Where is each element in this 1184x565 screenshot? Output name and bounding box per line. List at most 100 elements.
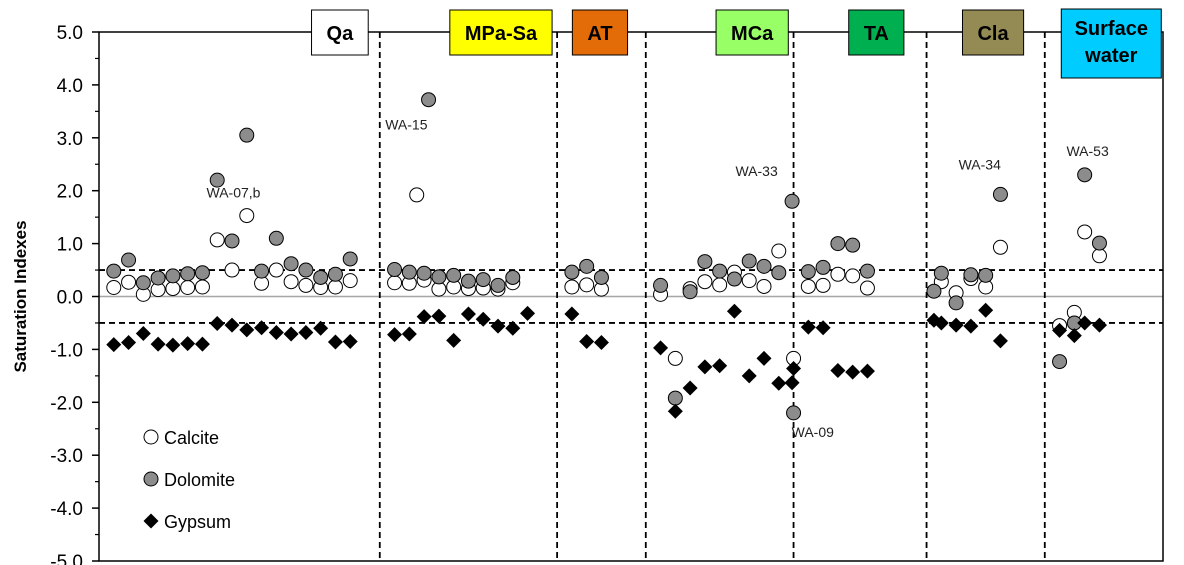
group-label-box (961, 9, 1025, 56)
y-tick-label: 4.0 (57, 76, 83, 97)
gypsum-point (800, 319, 816, 335)
gypsum-point (446, 332, 462, 348)
dolomite-point (135, 275, 151, 291)
point-annotation: WA-15 (385, 116, 427, 132)
dolomite-point (505, 269, 521, 285)
calcite-point (224, 262, 240, 278)
group-label-text: TA (864, 23, 889, 45)
calcite-point (771, 243, 787, 259)
gypsum-point (342, 333, 358, 349)
y-tick-label: 0.0 (57, 288, 83, 309)
calcite-point (209, 232, 225, 248)
gypsum-point (1066, 328, 1082, 344)
dolomite-point (490, 277, 506, 293)
calcite-point (327, 279, 343, 295)
gypsum-point (771, 375, 787, 391)
gypsum-point (460, 306, 476, 322)
dolomite-point (978, 267, 994, 283)
dolomite-point (268, 230, 284, 246)
calcite-point (121, 274, 137, 290)
group-label-at: AT (571, 9, 629, 56)
dolomite-point (815, 259, 831, 275)
calcite-point (800, 278, 816, 294)
group-label-box (571, 9, 629, 56)
group-label-text: AT (587, 23, 612, 45)
group-label-text: MCa (731, 23, 774, 45)
dolomite-point (254, 263, 270, 279)
calcite-point (268, 262, 284, 278)
dolomite-point (992, 186, 1008, 202)
legend-marker-dolomite (143, 471, 159, 487)
dolomite-point (593, 269, 609, 285)
y-tick-label: 3.0 (57, 129, 83, 150)
group-label-ta: TA (848, 9, 905, 56)
series-gypsum (106, 302, 1107, 419)
dolomite-point (859, 263, 875, 279)
gypsum-point (268, 324, 284, 340)
legend-entry-dolomite: Dolomite (143, 470, 235, 490)
dolomite-point (165, 268, 181, 284)
calcite-point (194, 279, 210, 295)
dolomite-point (180, 266, 196, 282)
dolomite-point (106, 263, 122, 279)
calcite-point (815, 277, 831, 293)
group-label-box (715, 9, 789, 56)
dolomite-point (194, 265, 210, 281)
gypsum-point (978, 302, 994, 318)
dolomite-point (771, 265, 787, 281)
group-label-box (311, 9, 369, 56)
calcite-point (859, 280, 875, 296)
gypsum-point (741, 368, 757, 384)
gypsum-point (401, 326, 417, 342)
gypsum-point (165, 337, 181, 353)
dolomite-point (313, 269, 329, 285)
dolomite-point (579, 258, 595, 274)
calcite-point (180, 280, 196, 296)
gypsum-point (786, 360, 802, 376)
reference-lines (99, 269, 1163, 324)
y-tick-label: -2.0 (50, 393, 83, 414)
gypsum-point (784, 375, 800, 391)
dolomite-point (121, 252, 137, 268)
data-points (106, 92, 1107, 421)
gypsum-point (313, 320, 329, 336)
dolomite-point (421, 92, 437, 108)
point-annotation: WA-07,b (207, 185, 261, 201)
calcite-point (106, 280, 122, 296)
gypsum-point (254, 320, 270, 336)
legend-label: Gypsum (164, 512, 231, 532)
group-label-box (449, 9, 553, 56)
dolomite-point (416, 265, 432, 281)
y-tick-label: -5.0 (50, 552, 83, 565)
gypsum-point (593, 335, 609, 351)
group-dividers (378, 32, 1046, 561)
calcite-point (741, 273, 757, 289)
group-label-text: Surface (1075, 18, 1148, 40)
dolomite-point (948, 295, 964, 311)
dolomite-point (926, 283, 942, 299)
calcite-point (564, 279, 580, 295)
gypsum-point (387, 327, 403, 343)
dolomite-point (342, 251, 358, 267)
y-tick-label: -4.0 (50, 499, 83, 520)
gypsum-point (520, 305, 536, 321)
dolomite-point (963, 267, 979, 283)
calcite-point (1077, 224, 1093, 240)
dolomite-point (845, 237, 861, 253)
dolomite-point (327, 266, 343, 282)
calcite-point (667, 350, 683, 366)
legend-entry-gypsum: Gypsum (143, 512, 231, 532)
group-label-box (848, 9, 905, 56)
calcite-point (387, 275, 403, 291)
calcite-point (992, 239, 1008, 255)
dolomite-point (726, 271, 742, 287)
y-axis-label: Saturation Indexes (11, 220, 30, 372)
gypsum-point (682, 380, 698, 396)
gypsum-point (579, 333, 595, 349)
gypsum-point (209, 315, 225, 331)
dolomite-point (446, 267, 462, 283)
dolomite-point (933, 265, 949, 281)
gypsum-point (756, 350, 772, 366)
dolomite-point (682, 284, 698, 300)
gypsum-point (135, 326, 151, 342)
